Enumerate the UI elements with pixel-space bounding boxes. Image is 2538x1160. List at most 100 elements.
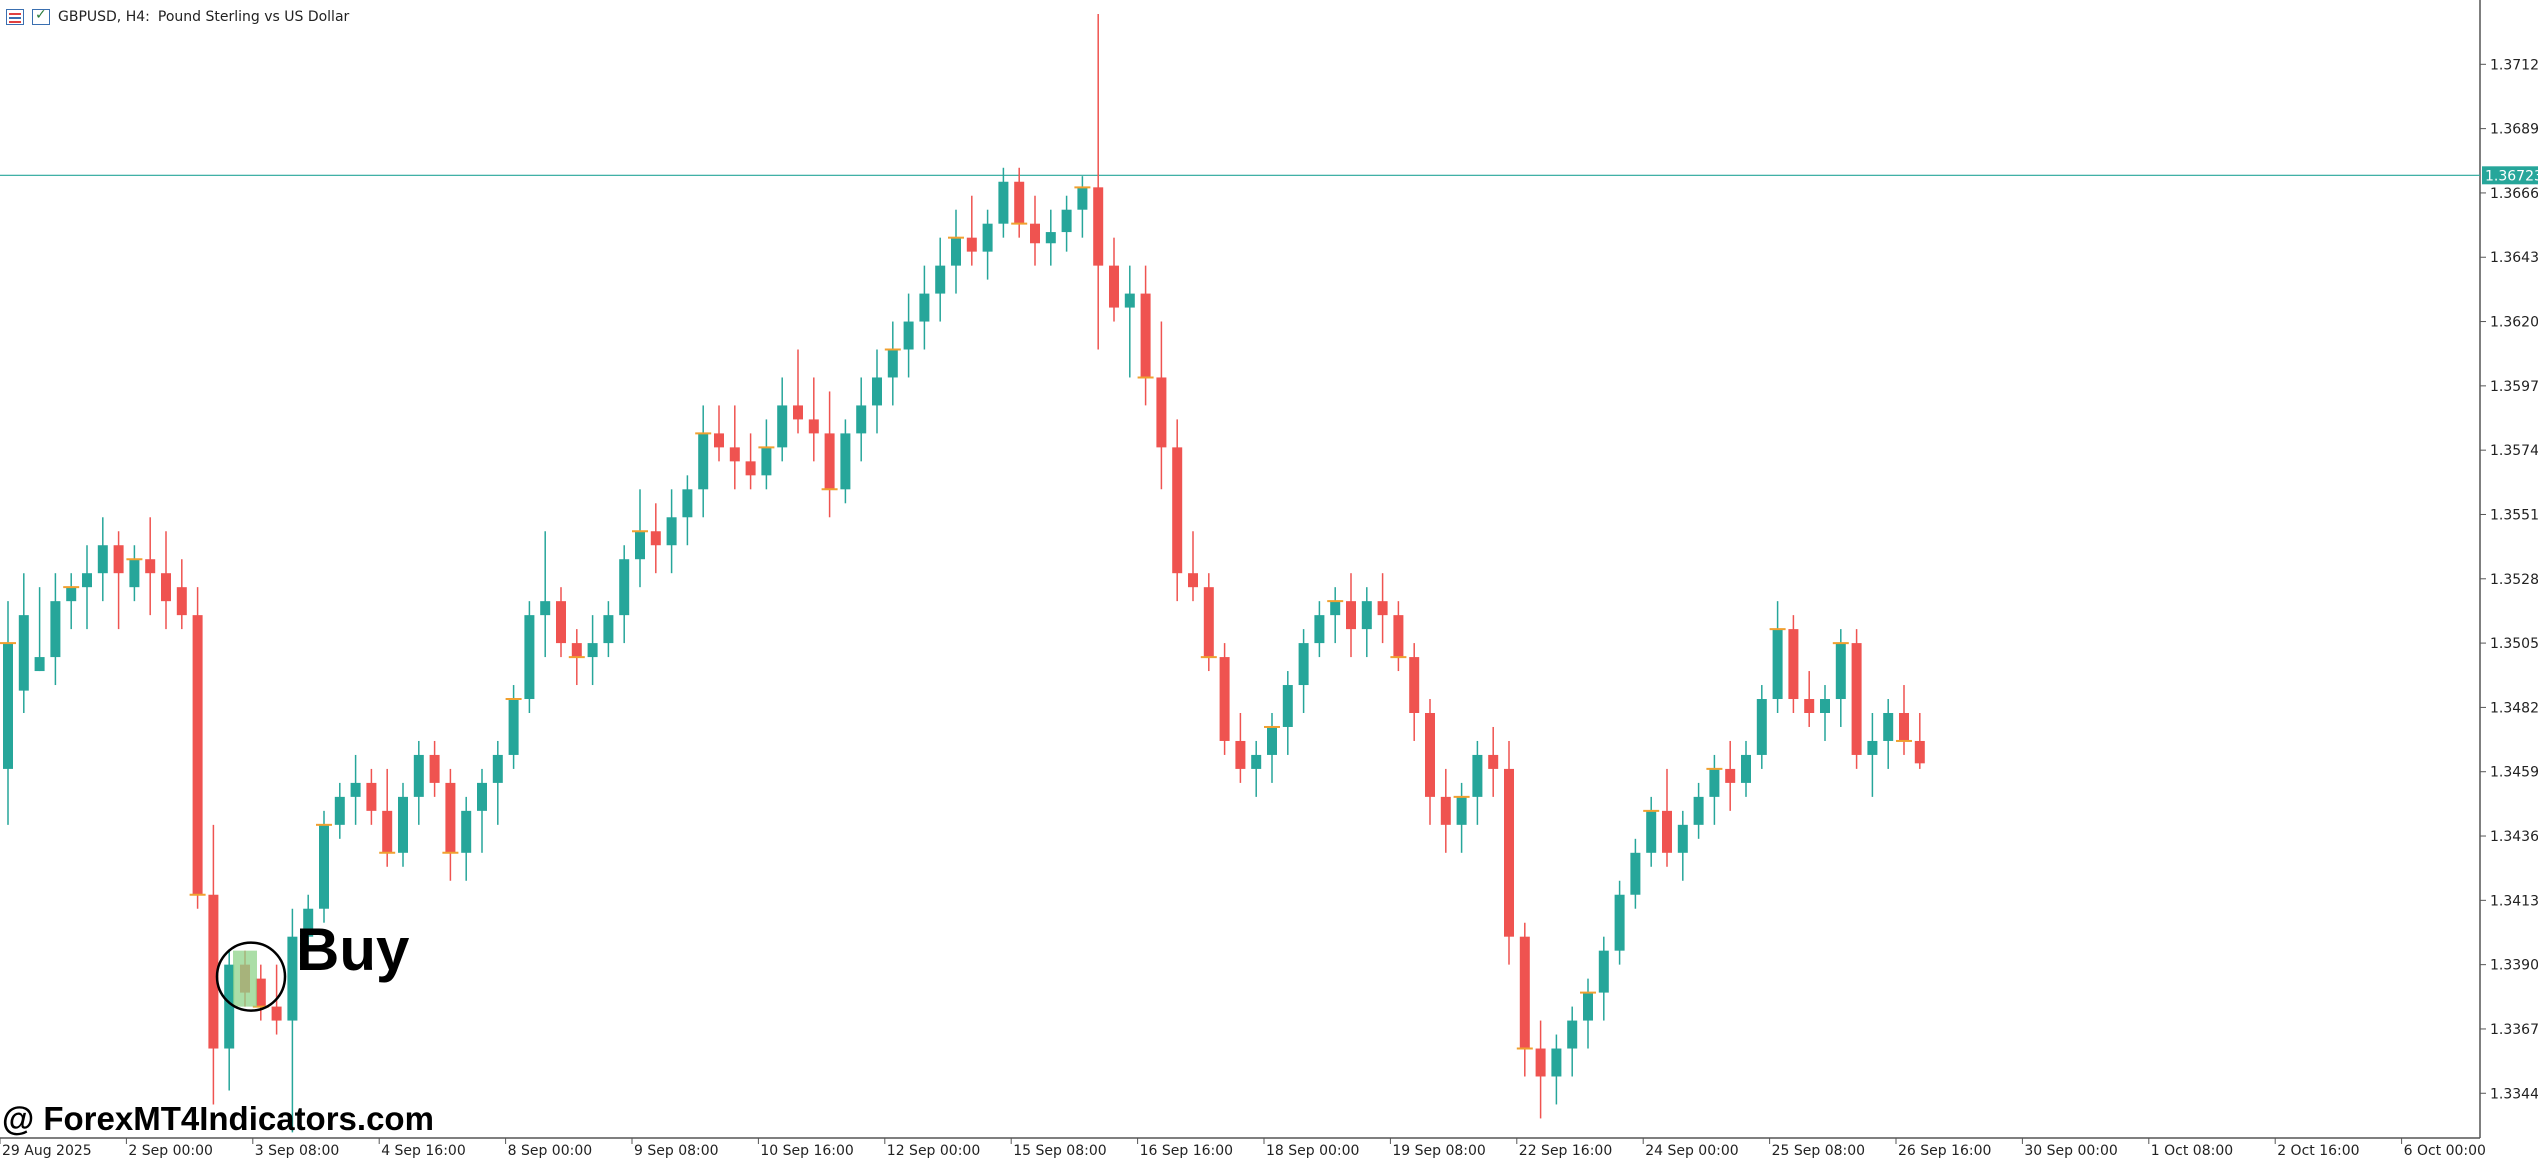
candle-body xyxy=(1725,768,1736,783)
candle-body xyxy=(1741,754,1751,783)
candle-body xyxy=(1124,293,1135,308)
candle-body xyxy=(1298,643,1309,686)
candle-body xyxy=(1756,699,1767,755)
candle-body xyxy=(698,433,709,490)
candle-body xyxy=(97,545,108,574)
y-tick-label: 1.35740 xyxy=(2490,443,2538,459)
candle-body xyxy=(477,782,487,811)
candle-body xyxy=(808,419,819,434)
candle-body xyxy=(176,587,187,616)
candle-body xyxy=(682,489,693,518)
candle-body xyxy=(1409,657,1420,713)
candle-body xyxy=(998,181,1009,224)
candle-body xyxy=(556,601,566,644)
candle-body xyxy=(1393,615,1404,658)
candle-body xyxy=(161,573,171,602)
candle-body xyxy=(1709,768,1720,797)
candle-body xyxy=(966,237,977,252)
y-tick-label: 1.34820 xyxy=(2490,700,2538,716)
x-tick-label: 6 Oct 00:00 xyxy=(2404,1143,2486,1159)
candle-body xyxy=(50,601,61,658)
y-tick-label: 1.35970 xyxy=(2490,379,2538,395)
candle-body xyxy=(413,754,424,797)
candle-body xyxy=(524,615,535,700)
candle-body xyxy=(1788,629,1799,700)
candle-body xyxy=(872,377,882,406)
candle-body xyxy=(1140,293,1151,378)
x-tick-label: 26 Sep 16:00 xyxy=(1898,1143,1991,1159)
x-tick-label: 12 Sep 00:00 xyxy=(887,1143,980,1159)
candle-body xyxy=(1377,601,1388,616)
candle-body xyxy=(571,643,582,658)
candle-body xyxy=(1188,573,1198,588)
watermark: @ ForexMT4Indicators.com xyxy=(2,1100,434,1137)
current-price-label: 1.36723 xyxy=(2485,168,2538,184)
candle-body xyxy=(793,405,803,420)
candle-body xyxy=(982,223,993,252)
symbol-label: GBPUSD, H4: xyxy=(58,9,150,25)
candle-body xyxy=(1456,796,1467,825)
candle-body xyxy=(1914,740,1925,764)
candle-body xyxy=(650,531,661,546)
candle-body xyxy=(271,1006,282,1021)
symbol-description: Pound Sterling vs US Dollar xyxy=(157,9,350,25)
x-tick-label: 2 Sep 00:00 xyxy=(128,1143,213,1159)
y-tick-label: 1.34130 xyxy=(2490,893,2538,909)
candle-body xyxy=(587,643,598,658)
candle-body xyxy=(129,559,140,588)
chart-header: GBPUSD, H4: Pound Sterling vs US Dollar xyxy=(6,6,349,28)
candle-body xyxy=(1014,181,1025,224)
candle-body xyxy=(1662,810,1672,853)
candle-body xyxy=(951,237,961,266)
candle-body xyxy=(398,796,408,853)
candle-body xyxy=(1693,796,1704,825)
candle-body xyxy=(1867,740,1878,755)
candle-body xyxy=(729,447,740,462)
list-icon[interactable] xyxy=(6,9,24,25)
candle-body xyxy=(492,754,503,783)
candle-body xyxy=(619,559,630,616)
candle-body xyxy=(1677,824,1688,853)
candle-body xyxy=(382,810,393,853)
x-tick-label: 30 Sep 00:00 xyxy=(2024,1143,2117,1159)
y-tick-label: 1.36430 xyxy=(2490,250,2538,266)
candle-body xyxy=(1488,754,1499,769)
candle-body xyxy=(1425,712,1435,797)
candle-body xyxy=(1172,447,1183,574)
candle-body xyxy=(666,517,677,546)
candle-body xyxy=(224,964,235,1049)
candle-body xyxy=(1045,232,1056,244)
candle-body xyxy=(1282,685,1293,727)
current-price-badge xyxy=(2482,166,2538,185)
candle-body xyxy=(1361,601,1372,630)
y-tick-label: 1.35050 xyxy=(2490,636,2538,652)
candle-body xyxy=(1820,699,1830,713)
candle-body xyxy=(1251,754,1262,769)
candle-body xyxy=(887,349,898,378)
checkbox-icon[interactable] xyxy=(32,7,50,25)
candle-body xyxy=(761,447,772,476)
x-tick-label: 4 Sep 16:00 xyxy=(381,1143,466,1159)
candle-body xyxy=(903,321,914,350)
candle-body xyxy=(1235,740,1246,769)
candle-body xyxy=(1203,587,1214,658)
candle-body xyxy=(145,559,156,574)
candle-body xyxy=(1504,768,1514,937)
candle-body xyxy=(1472,754,1483,797)
y-tick-label: 1.35510 xyxy=(2490,507,2538,523)
candle-body xyxy=(1219,657,1230,741)
candle-body xyxy=(1156,377,1167,448)
candle-body xyxy=(1551,1048,1562,1077)
candle-body xyxy=(3,643,13,769)
candle-body xyxy=(1535,1048,1546,1077)
y-tick-label: 1.33670 xyxy=(2490,1022,2538,1038)
x-tick-label: 24 Sep 00:00 xyxy=(1645,1143,1738,1159)
candle-body xyxy=(82,573,92,588)
candle-body xyxy=(1061,209,1072,233)
candle-body xyxy=(603,615,614,644)
candle-body xyxy=(1109,265,1119,308)
buy-signal-circle xyxy=(215,941,287,1012)
x-tick-label: 3 Sep 08:00 xyxy=(255,1143,340,1159)
candle-body xyxy=(18,615,29,691)
